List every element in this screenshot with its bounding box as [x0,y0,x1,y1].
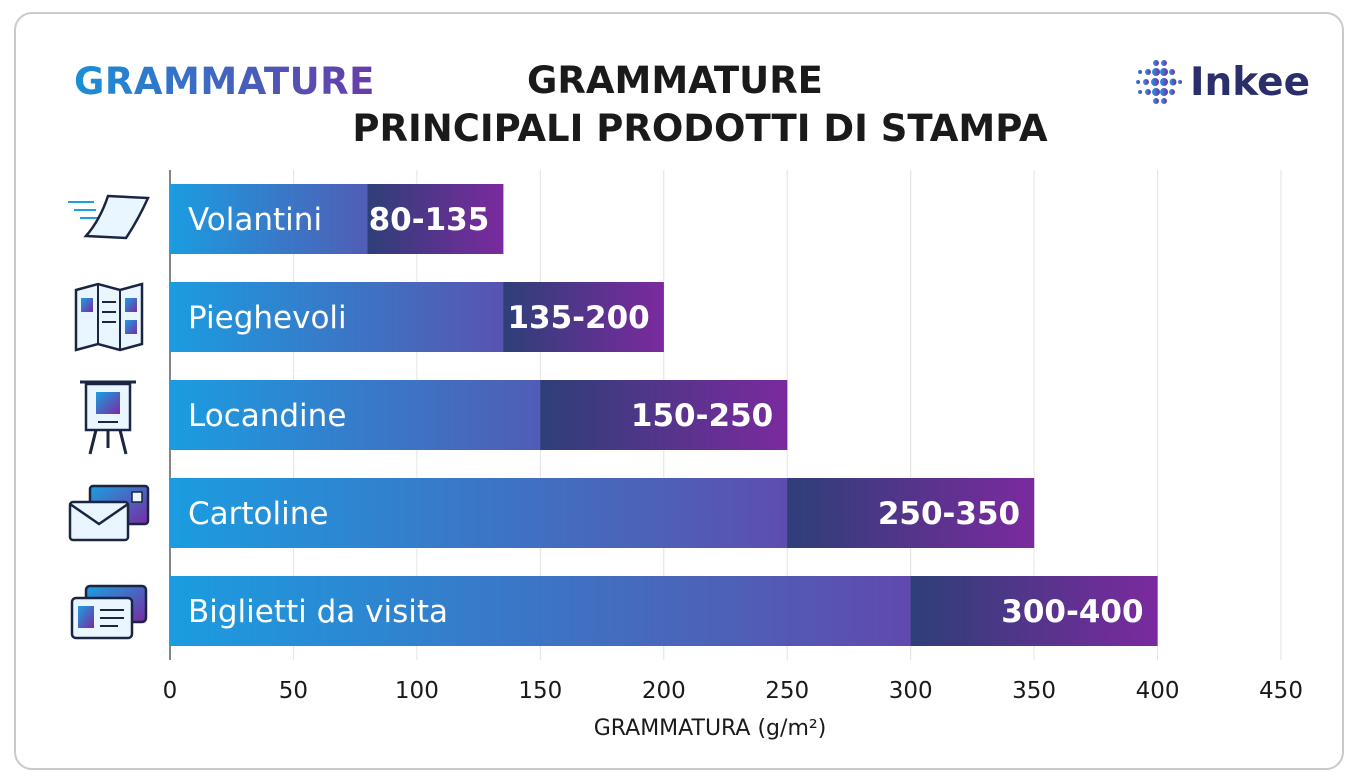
x-tick-label: 250 [765,678,809,704]
poster-easel-icon [80,380,136,455]
chart-title-line1: GRAMMATURE [527,59,823,102]
brochure-icon [74,282,144,352]
x-tick-label: 400 [1136,678,1180,704]
category-label: Pieghevoli [188,300,347,336]
category-label: Locandine [188,398,346,434]
bar-row: Cartoline 250-350 [170,478,1035,548]
category-label: Volantini [188,202,322,238]
logo-text: Inkee [1190,59,1311,105]
range-segment [787,478,1035,548]
inkee-logo: Inkee [1134,58,1310,106]
x-axis-title: GRAMMATURA (g/m²) [593,716,827,741]
x-tick-label: 150 [518,678,562,704]
bar-row: Pieghevoli 135-200 [170,282,664,352]
chart-title-line2: PRINCIPALI PRODOTTI DI STAMPA [352,107,1048,150]
range-label: 300-400 [1001,594,1143,630]
range-segment [503,282,664,352]
dots-logo-icon [1136,60,1182,104]
flyer-icon [68,194,150,240]
bar-row: Volantini 80-135 [170,184,504,254]
x-tick-label: 200 [642,678,686,704]
range-label: 250-350 [878,496,1020,532]
x-tick-label: 450 [1259,678,1303,704]
category-label: Biglietti da visita [188,594,448,630]
category-label: Cartoline [188,496,328,532]
range-segment [910,576,1158,646]
range-label: 80-135 [369,202,490,238]
x-tick-label: 300 [889,678,933,704]
range-segment [367,184,504,254]
x-tick-label: 100 [395,678,439,704]
x-tick-label: 0 [163,678,178,704]
bar-row: Locandine 150-250 [170,380,788,450]
range-label: 135-200 [507,300,649,336]
bar-row: Biglietti da visita 300-400 [170,576,1158,646]
x-tick-label: 350 [1012,678,1056,704]
range-segment [540,380,788,450]
brand-label: GRAMMATURE [74,60,375,103]
x-tick-label: 50 [279,678,308,704]
postcard-envelope-icon [68,484,150,542]
business-card-icon [70,584,148,640]
range-label: 150-250 [631,398,773,434]
